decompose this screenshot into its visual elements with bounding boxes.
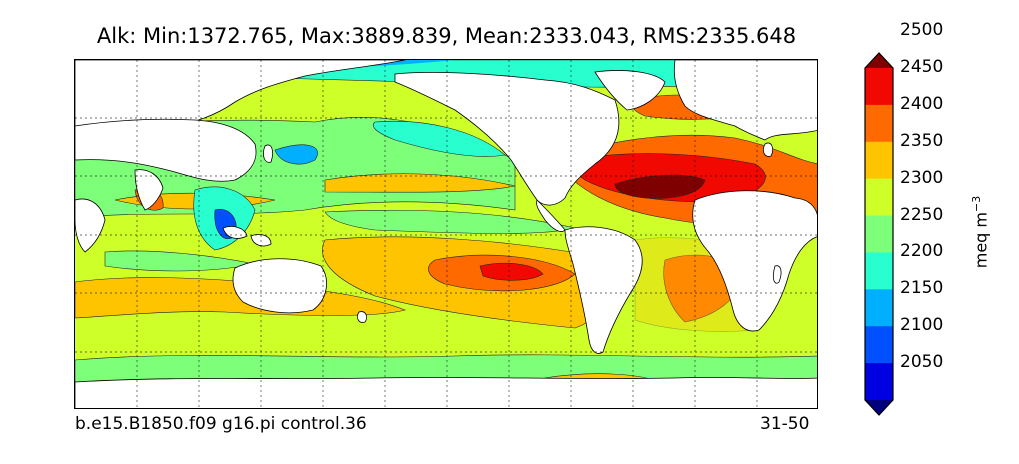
- colorbar-tick-label: 2150: [900, 278, 944, 299]
- colorbar-tick-label: 2100: [900, 315, 944, 336]
- colorbar-tick-label: 2500: [900, 20, 944, 41]
- contour-npac-subtrop: [324, 173, 516, 193]
- unit-exponent: −3: [970, 195, 983, 212]
- colorbar-unit-label: meq m−3: [970, 196, 990, 268]
- colorbar-segment: [865, 363, 893, 401]
- colorbar-outline: [864, 52, 894, 416]
- colorbar-tick-label: 2400: [900, 93, 944, 114]
- colorbar-segment: [865, 289, 893, 327]
- case-name-label: b.e15.B1850.f09 g16.pi control.36: [75, 414, 367, 434]
- map-gridlines: [75, 60, 817, 408]
- contour-natl-2500: [614, 174, 706, 199]
- contour-spac-2450: [479, 262, 544, 281]
- colorbar-tick-label: 2200: [900, 241, 944, 262]
- colorbar-tick-label: 2450: [900, 57, 944, 77]
- colorbar-segment: [865, 215, 893, 253]
- colorbar-segment: [865, 252, 893, 290]
- contour-eq-pacific: [324, 209, 576, 234]
- colorbar-tick-label: 2350: [900, 130, 944, 151]
- contour-kuroshio: [274, 144, 318, 165]
- colorbar-tick-label: 2300: [900, 167, 944, 188]
- colorbar-segment: [865, 104, 893, 143]
- colorbar-segment: [865, 178, 893, 217]
- years-label: 31-50: [760, 414, 810, 434]
- colorbar-segment: [865, 68, 893, 106]
- contour-npacific-2200: [372, 121, 506, 157]
- alkalinity-map: [74, 59, 818, 409]
- land-masses: [75, 60, 817, 408]
- colorbar-segments: [865, 53, 893, 415]
- colorbar-segment: [865, 326, 893, 364]
- map-canvas: [75, 60, 817, 408]
- plot-title: Alk: Min:1372.765, Max:3889.839, Mean:23…: [96, 24, 797, 48]
- colorbar-extend-max: [865, 53, 893, 68]
- colorbar-tick-label: 2250: [900, 204, 944, 225]
- colorbar-segment: [865, 141, 893, 180]
- unit-text: meq m: [971, 211, 991, 269]
- colorbar-tick-label: 2050: [900, 352, 944, 373]
- colorbar-extend-min: [865, 400, 893, 415]
- colorbar: [864, 52, 894, 416]
